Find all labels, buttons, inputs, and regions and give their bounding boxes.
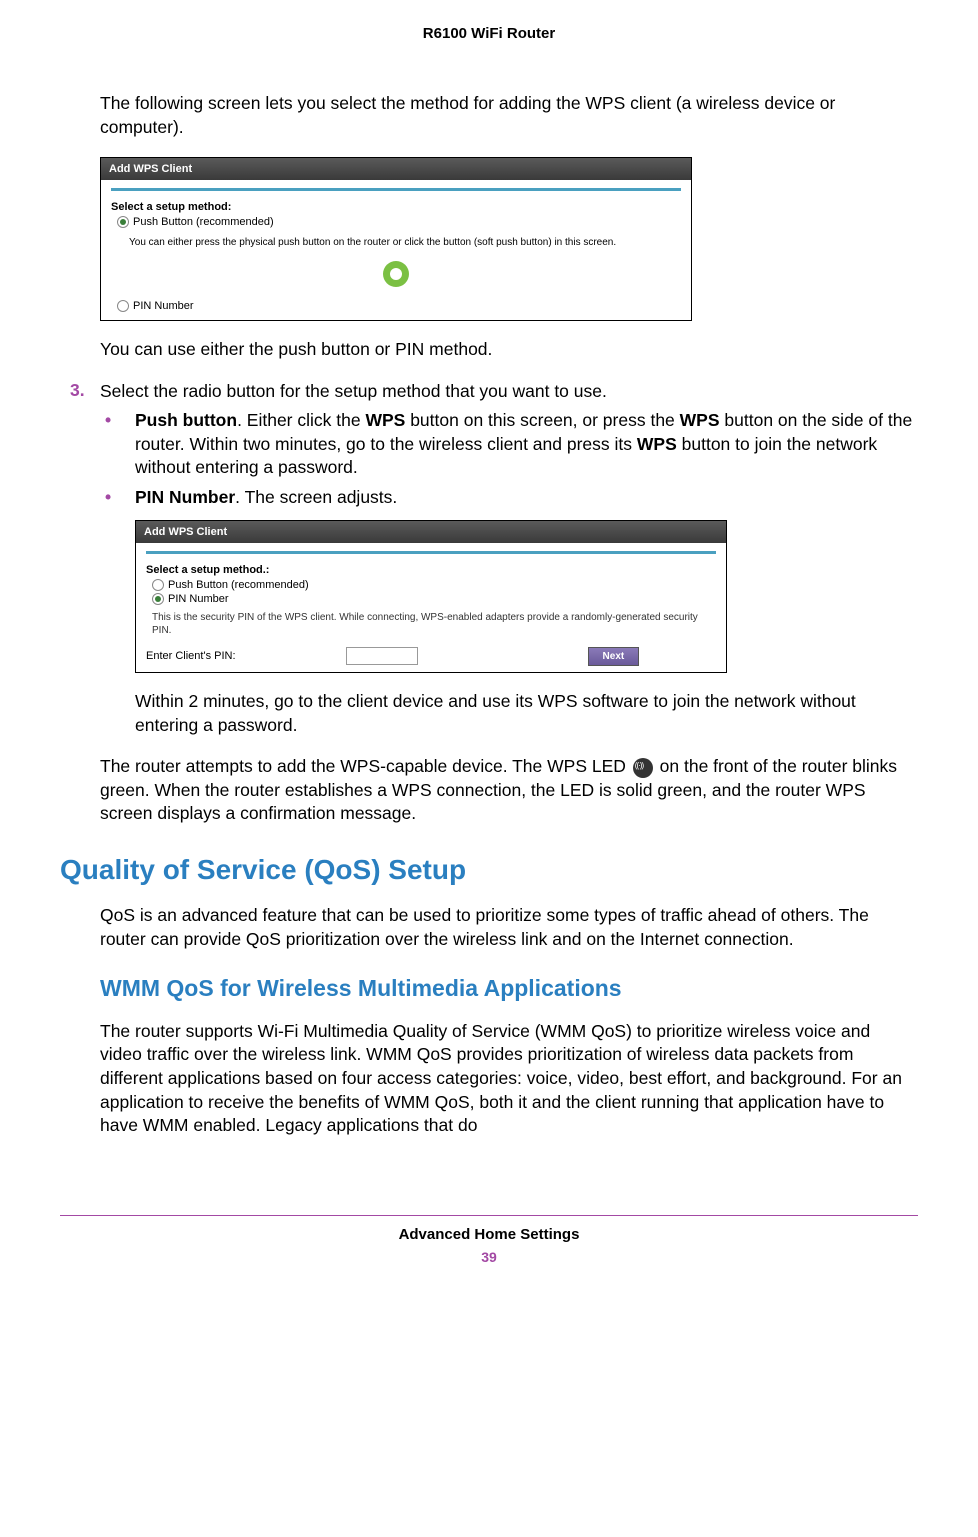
- wps-led-icon: [633, 758, 653, 778]
- bullet-icon: •: [105, 409, 135, 480]
- next-button[interactable]: Next: [588, 647, 640, 666]
- enter-pin-label: Enter Client's PIN:: [146, 650, 236, 662]
- footer-page-number: 39: [60, 1249, 918, 1265]
- screenshot1-select-label: Select a setup method:: [111, 201, 681, 213]
- screenshot-add-wps-pushbutton: Add WPS Client Select a setup method: Pu…: [100, 157, 692, 321]
- screenshot1-description: You can either press the physical push b…: [129, 236, 681, 249]
- intro-paragraph-1: The following screen lets you select the…: [100, 92, 908, 139]
- screenshot-add-wps-pin: Add WPS Client Select a setup method.: P…: [135, 520, 727, 673]
- radio-unchecked-icon: [117, 300, 129, 312]
- screenshot1-radio-pushbutton[interactable]: Push Button (recommended): [117, 216, 681, 228]
- radio-checked-icon: [117, 216, 129, 228]
- router-attempts-paragraph: The router attempts to add the WPS-capab…: [100, 755, 908, 826]
- step-3: 3. Select the radio button for the setup…: [70, 380, 918, 404]
- screenshot2-radio-pin[interactable]: PIN Number: [152, 593, 716, 605]
- divider: [111, 188, 681, 191]
- screenshot2-titlebar: Add WPS Client: [136, 521, 726, 543]
- bullet-icon: •: [105, 486, 135, 510]
- divider: [146, 551, 716, 554]
- footer-section-title: Advanced Home Settings: [60, 1226, 918, 1243]
- intro-paragraph-2: You can use either the push button or PI…: [100, 338, 908, 362]
- client-pin-input[interactable]: [346, 647, 418, 665]
- wmm-paragraph: The router supports Wi-Fi Multimedia Qua…: [100, 1020, 908, 1138]
- document-header: R6100 WiFi Router: [60, 25, 918, 42]
- step-number: 3.: [70, 380, 100, 404]
- qos-paragraph: QoS is an advanced feature that can be u…: [100, 904, 908, 951]
- bullet-push-button: • Push button. Either click the WPS butt…: [105, 409, 918, 480]
- step-text: Select the radio button for the setup me…: [100, 380, 607, 404]
- screenshot2-radio-pushbutton[interactable]: Push Button (recommended): [152, 579, 716, 591]
- screenshot2-description: This is the security PIN of the WPS clie…: [152, 611, 716, 637]
- pin-followup-text: Within 2 minutes, go to the client devic…: [135, 690, 908, 737]
- screenshot1-radio-pin[interactable]: PIN Number: [117, 300, 681, 312]
- wmm-heading: WMM QoS for Wireless Multimedia Applicat…: [100, 975, 918, 1002]
- qos-heading: Quality of Service (QoS) Setup: [60, 854, 918, 886]
- page-footer: Advanced Home Settings 39: [60, 1215, 918, 1265]
- radio-unchecked-icon: [152, 579, 164, 591]
- bullet-pin-number: • PIN Number. The screen adjusts.: [105, 486, 918, 510]
- wps-soft-button-icon[interactable]: [383, 261, 409, 287]
- screenshot1-titlebar: Add WPS Client: [101, 158, 691, 180]
- screenshot2-select-label: Select a setup method.:: [146, 564, 716, 576]
- radio-checked-icon: [152, 593, 164, 605]
